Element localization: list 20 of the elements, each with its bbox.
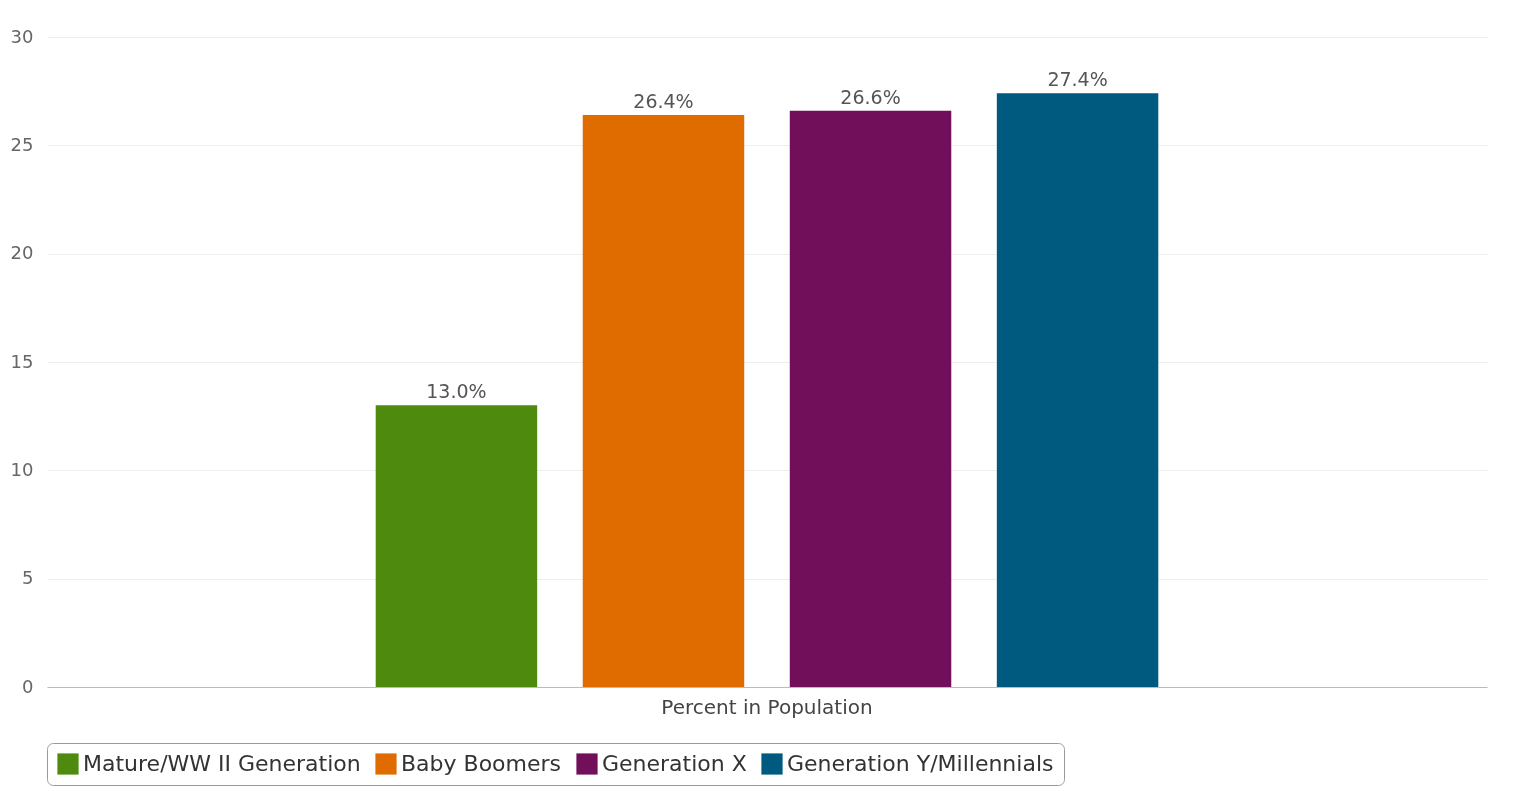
bar	[582, 115, 745, 687]
bar	[789, 110, 952, 687]
legend-label: Generation X	[602, 751, 747, 776]
y-tick-label: 5	[22, 567, 34, 589]
y-tick-label: 30	[10, 25, 34, 47]
bar	[375, 405, 538, 687]
bar	[996, 93, 1159, 687]
data-label: 26.6%	[840, 85, 901, 108]
data-label: 27.4%	[1047, 68, 1108, 91]
legend-label: Generation Y/Millennials	[787, 751, 1054, 776]
data-label: 13.0%	[426, 380, 487, 403]
y-tick-label: 10	[10, 458, 34, 480]
data-label: 26.4%	[633, 90, 694, 112]
y-tick-label: 0	[22, 675, 34, 697]
legend-label: Baby Boomers	[401, 751, 562, 776]
y-tick-label: 15	[10, 350, 34, 372]
y-tick-label: 25	[10, 133, 34, 155]
legend-label: Mature/WW II Generation	[83, 751, 361, 776]
y-tick-label: 20	[10, 242, 34, 264]
x-tick-label: Percent in Population	[661, 694, 873, 719]
